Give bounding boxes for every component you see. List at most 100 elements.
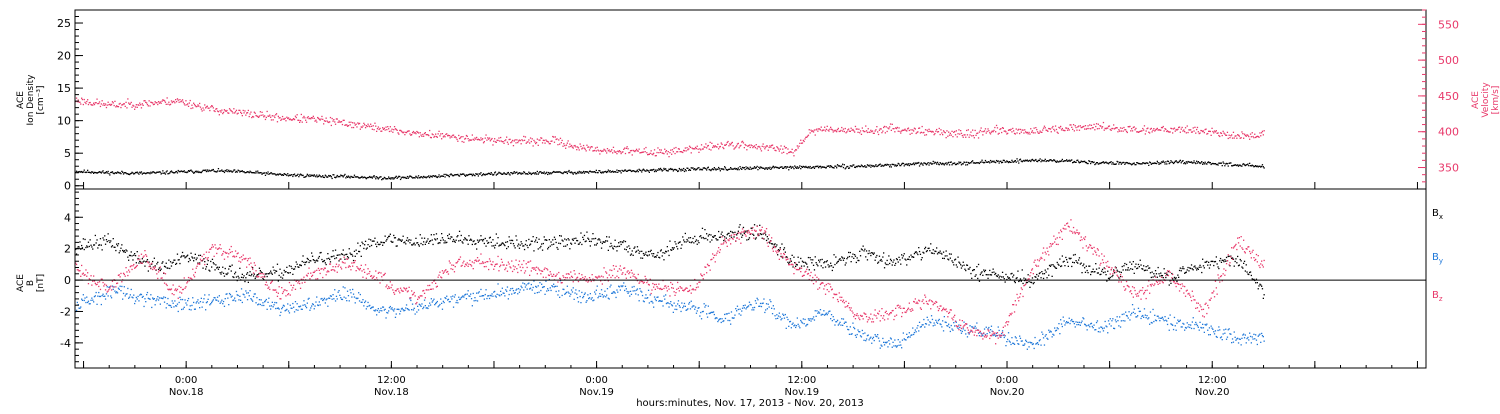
density-point: [974, 162, 976, 164]
velocity-point: [773, 147, 775, 149]
density-point: [155, 172, 157, 174]
bx-point: [1199, 264, 1201, 266]
density-point: [95, 172, 97, 174]
density-point: [672, 170, 674, 172]
bx-point: [725, 237, 727, 239]
velocity-point: [818, 128, 821, 130]
bx-point: [1204, 261, 1206, 263]
velocity-point: [912, 129, 914, 131]
velocity-point: [485, 134, 487, 136]
bx-point: [490, 241, 492, 243]
by-point: [389, 305, 391, 308]
by-point: [277, 307, 279, 309]
by-point: [189, 305, 191, 307]
by-point: [402, 309, 404, 311]
density-point: [280, 173, 282, 176]
density-point: [600, 171, 602, 174]
by-point: [247, 292, 249, 294]
velocity-point: [270, 119, 273, 121]
velocity-point: [789, 151, 792, 153]
velocity-point: [312, 115, 314, 117]
velocity-point: [958, 129, 960, 131]
density-point: [753, 166, 756, 168]
by-point: [481, 295, 483, 297]
density-point: [830, 165, 832, 167]
density-point: [770, 168, 772, 170]
velocity-point: [310, 118, 312, 120]
density-point: [170, 170, 173, 172]
bx-point: [453, 240, 456, 242]
bx-point: [606, 240, 609, 242]
velocity-point: [865, 125, 867, 127]
velocity-point: [218, 114, 220, 116]
by-point: [252, 295, 255, 298]
velocity-point: [742, 142, 745, 144]
density-point: [779, 166, 781, 168]
density-point: [816, 165, 818, 168]
density-point: [1091, 161, 1093, 163]
bx-point: [1255, 278, 1258, 280]
velocity-point: [705, 143, 707, 145]
density-point: [1117, 161, 1119, 163]
velocity-point: [459, 137, 462, 139]
by-point: [640, 290, 642, 292]
density-point: [193, 172, 195, 174]
density-point: [1035, 158, 1037, 161]
velocity-point: [541, 137, 543, 139]
density-point: [718, 168, 721, 170]
bx-point: [950, 253, 952, 255]
velocity-point: [968, 136, 970, 138]
velocity-point: [535, 141, 538, 144]
velocity-point: [196, 105, 198, 108]
velocity-point: [844, 127, 846, 130]
bx-point: [555, 241, 557, 244]
density-point: [1230, 162, 1232, 164]
velocity-point: [659, 149, 661, 151]
by-point: [380, 307, 382, 309]
density-point: [1023, 159, 1025, 162]
velocity-point: [1242, 133, 1244, 135]
density-point: [778, 167, 780, 169]
density-point: [890, 166, 892, 168]
velocity-point: [861, 127, 863, 129]
bx-point: [502, 242, 504, 244]
velocity-point: [855, 128, 857, 130]
density-point: [932, 160, 934, 163]
bx-point: [166, 267, 168, 269]
bx-point: [429, 240, 431, 243]
density-point: [426, 176, 428, 178]
velocity-point: [1154, 130, 1156, 132]
by-point: [591, 297, 593, 299]
by-point: [666, 302, 668, 304]
by-point: [93, 296, 96, 298]
by-point: [234, 297, 236, 299]
bx-point: [807, 256, 810, 259]
velocity-point: [1099, 125, 1101, 127]
density-point: [712, 168, 714, 170]
density-point: [660, 169, 662, 171]
density-point: [204, 169, 206, 172]
velocity-point: [953, 131, 955, 133]
by-point: [537, 285, 539, 287]
bx-point: [683, 239, 685, 241]
density-point: [547, 173, 549, 176]
density-point: [390, 177, 392, 179]
by-point: [750, 304, 752, 306]
velocity-point: [554, 136, 556, 138]
by-point: [600, 289, 603, 291]
velocity-point: [478, 139, 480, 141]
bx-point: [1192, 269, 1194, 271]
by-point: [329, 297, 331, 299]
velocity-point: [788, 151, 790, 154]
velocity-point: [942, 130, 945, 132]
density-point: [284, 173, 286, 175]
density-point: [661, 170, 663, 172]
density-point: [904, 163, 906, 165]
velocity-point: [570, 144, 573, 147]
velocity-point: [800, 142, 803, 144]
density-point: [793, 168, 795, 170]
density-point: [752, 167, 754, 170]
density-point: [1184, 163, 1187, 165]
velocity-point: [680, 151, 682, 153]
velocity-point: [377, 126, 379, 128]
